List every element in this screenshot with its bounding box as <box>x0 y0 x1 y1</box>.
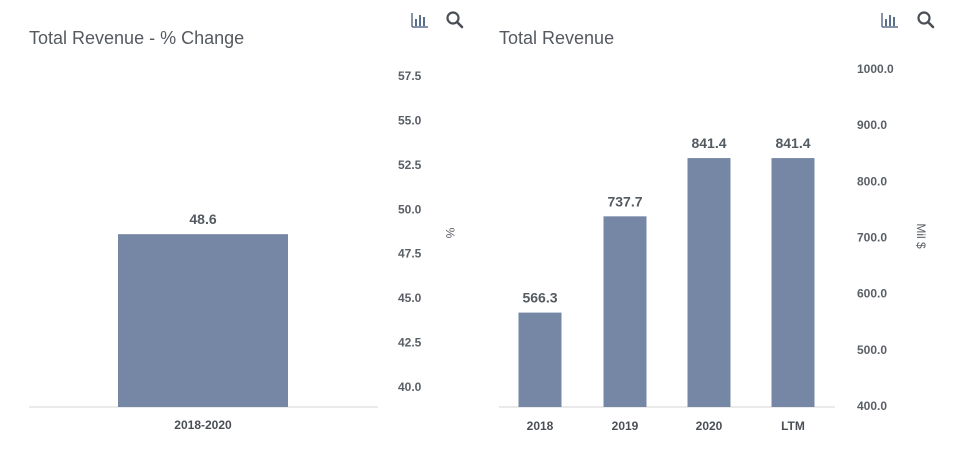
y-tick-label: 52.5 <box>398 158 422 172</box>
y-tick-label: 800.0 <box>857 174 887 188</box>
y-tick-label: 600.0 <box>857 287 887 301</box>
data-label: 737.7 <box>607 193 642 209</box>
y-tick-label: 45.0 <box>398 291 422 305</box>
y-axis-title: Mil $ <box>914 223 928 249</box>
chart-plot-area: 40.0 42.5 45.0 47.5 50.0 52.5 55.0 57.5% 48.6 201… <box>29 69 457 432</box>
data-label: 48.6 <box>189 211 216 227</box>
y-axis-title: % <box>443 228 457 239</box>
chart-plot-area: 400.0 500.0 600.0 700.0 800.0 900.0 1000.0 Mil … <box>499 62 928 433</box>
bar-chart-icon[interactable] <box>880 10 900 30</box>
x-tick-label: 2019 <box>612 419 639 433</box>
y-tick-label: 57.5 <box>398 69 422 83</box>
y-tick-label: 700.0 <box>857 231 887 245</box>
search-icon[interactable] <box>916 10 936 30</box>
data-label: 841.4 <box>691 135 726 151</box>
y-tick-label: 47.5 <box>398 247 422 261</box>
chart-title: Total Revenue <box>499 28 615 48</box>
y-tick-label: 400.0 <box>857 399 887 413</box>
y-tick-label: 42.5 <box>398 336 422 350</box>
x-tick-label: 2018 <box>527 419 554 433</box>
x-tick-label: LTM <box>781 419 805 433</box>
bar <box>518 312 562 407</box>
y-tick-label: 500.0 <box>857 343 887 357</box>
y-tick-label: 55.0 <box>398 113 422 127</box>
chart-panel-percent-change: Total Revenue - % Change 40.0 42.5 45.0 47.… <box>0 0 470 455</box>
x-tick-label: 2018-2020 <box>174 418 232 432</box>
y-tick-label: 50.0 <box>398 202 422 216</box>
bar <box>603 216 647 407</box>
y-tick-label: 900.0 <box>857 118 887 132</box>
y-tick-label: 1000.0 <box>857 62 894 76</box>
x-tick-label: 2020 <box>696 419 723 433</box>
bar <box>118 234 288 407</box>
chart-title: Total Revenue - % Change <box>29 28 245 48</box>
data-label: 566.3 <box>522 290 557 306</box>
chart-panel-total-revenue: Total Revenue 400.0 500.0 600.0 700.0 800.0 9… <box>470 0 958 455</box>
bar <box>687 158 731 407</box>
search-icon[interactable] <box>445 10 465 30</box>
y-tick-label: 40.0 <box>398 380 422 394</box>
bar-chart-icon[interactable] <box>410 10 430 30</box>
bar <box>771 158 815 407</box>
data-label: 841.4 <box>775 135 810 151</box>
